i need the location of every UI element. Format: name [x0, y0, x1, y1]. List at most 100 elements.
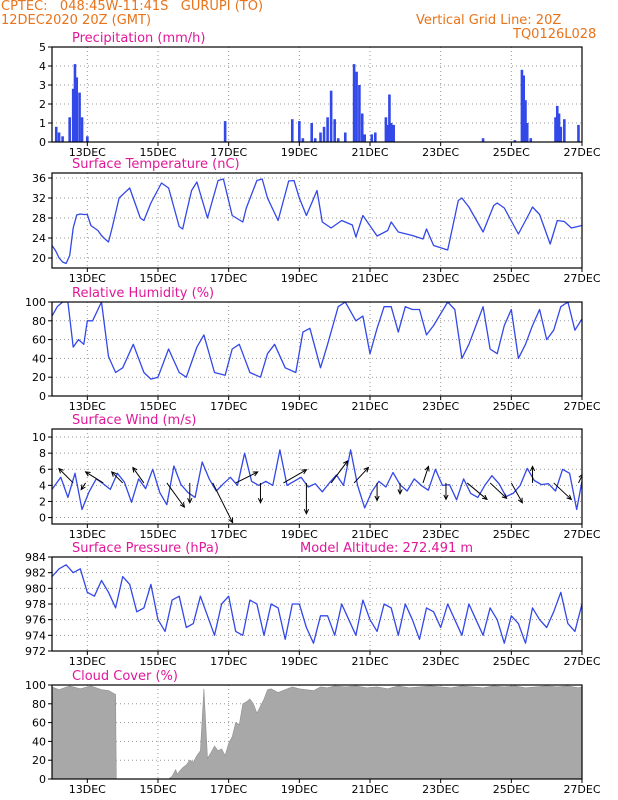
precip-bar [57, 132, 61, 142]
precip-bar [80, 117, 84, 142]
cloud-panel: 0 20 40 60 80 100 13DEC 15DEC 17DEC 19DEC 21DEC 23D… [25, 669, 601, 796]
pressure-xtick-label: 13DEC [69, 655, 106, 668]
wind-ytick-label: 0 [39, 512, 46, 525]
wind-vector [553, 482, 573, 501]
pressure-ytick-label: 974 [25, 629, 46, 642]
wind-arrow-head [228, 517, 234, 524]
wind-arrow-shaft [510, 482, 523, 503]
cloud-title: Cloud Cover (%) [72, 669, 178, 684]
cloud-xtick-label: 21DEC [351, 783, 388, 796]
wind-panel: 0 2 4 6 8 10 13DEC 15DEC 17DEC 19DEC 21DEC 23DEC 25D… [32, 413, 601, 541]
wind-xtick-label: 25DEC [493, 528, 530, 541]
cloud-xtick-label: 13DEC [69, 783, 106, 796]
precipitation-xtick-label: 21DEC [351, 146, 388, 159]
cloud-ytick-label: 40 [32, 735, 46, 748]
cloud-ytick-label: 100 [25, 679, 46, 692]
pressure-ytick-label: 976 [25, 614, 46, 627]
wind-arrow-head [110, 471, 117, 477]
wind-data [52, 449, 582, 524]
wind-arrow-shaft [58, 468, 74, 484]
header-line1: CPTEC: 048:45W-11:41S GURUPI (TO) [1, 0, 264, 14]
pressure-title: Surface Pressure (hPa) [72, 541, 219, 556]
wind-arrow-shaft [80, 482, 86, 490]
precipitation-ytick-label: 1 [39, 117, 46, 130]
precip-bar [554, 117, 557, 142]
wind-vector [330, 459, 349, 484]
humidity-xtick-label: 21DEC [351, 400, 388, 413]
wind-ytick-label: 6 [39, 463, 46, 476]
wind-vector [283, 469, 308, 484]
precip-bar [75, 77, 79, 142]
pressure-ytick-label: 984 [25, 551, 46, 564]
temperature-ytick-label: 36 [32, 172, 46, 185]
wind-arrow-shaft [166, 482, 185, 508]
wind-arrow-shaft [85, 471, 104, 484]
precip-bar [522, 75, 525, 142]
precip-bar [223, 121, 227, 142]
precipitation-ytick-label: 2 [39, 98, 46, 111]
precipitation-data [54, 64, 580, 142]
wind-ytick-label: 2 [39, 495, 46, 508]
precip-bar [481, 138, 485, 142]
pressure-line [52, 564, 582, 644]
precip-bar [298, 121, 301, 142]
precipitation-ytick-label: 3 [39, 79, 46, 92]
wind-ytick-label: 8 [39, 447, 46, 460]
wind-vector [58, 467, 74, 484]
precip-bar [352, 64, 356, 142]
wind-arrow-shaft [283, 469, 307, 484]
precip-bar [363, 134, 366, 142]
wind-arrow-head [529, 465, 536, 472]
temperature-ytick-label: 24 [32, 232, 46, 245]
wind-arrow-head [80, 484, 86, 491]
humidity-xtick-label: 15DEC [139, 400, 176, 413]
precip-bar [557, 113, 561, 142]
temperature-xtick-label: 25DEC [493, 272, 530, 285]
wind-vector [578, 474, 582, 484]
temperature-xtick-label: 15DEC [139, 272, 176, 285]
wind-vector [353, 466, 370, 484]
precipitation-frame [51, 46, 583, 143]
cloud-xtick-label: 25DEC [493, 783, 530, 796]
wind-arrow-shaft [489, 482, 507, 499]
humidity-line [52, 302, 582, 380]
wind-vector [80, 482, 86, 491]
pressure-annotation: Model Altitude: 272.491 m [300, 541, 473, 556]
wind-arrow-shaft [111, 471, 124, 484]
wind-arrow-shaft [212, 482, 234, 523]
wind-frame [51, 428, 583, 525]
humidity-title: Relative Humidity (%) [72, 286, 214, 301]
wind-vector [132, 466, 145, 484]
cloud-data [52, 685, 582, 779]
header-date: 12DEC2020 20Z (GMT) [1, 13, 152, 28]
pressure-xtick-label: 17DEC [210, 655, 247, 668]
wind-arrow-shaft [330, 460, 349, 484]
wind-arrow-head [257, 497, 264, 504]
precipitation-ytick-label: 4 [39, 60, 46, 73]
cloud-xtick-label: 15DEC [139, 783, 176, 796]
precip-bar [54, 126, 58, 142]
wind-vector [257, 482, 264, 504]
temperature-xtick-label: 23DEC [422, 272, 459, 285]
precip-bar [333, 119, 336, 142]
wind-arrow-head [501, 493, 508, 500]
wind-arrow-head [374, 495, 380, 502]
precipitation-ytick-label: 0 [39, 136, 46, 149]
precipitation-xtick-label: 15DEC [139, 146, 176, 159]
wind-vector [443, 482, 449, 501]
precip-bar [322, 126, 326, 142]
precip-bar [336, 138, 340, 142]
humidity-ytick-label: 80 [32, 315, 46, 328]
precip-bar [388, 94, 391, 142]
precip-bar [559, 126, 563, 142]
temperature-xtick-label: 13DEC [69, 272, 106, 285]
wind-vector [489, 482, 508, 500]
precip-bar [290, 119, 294, 142]
precip-bar [525, 123, 529, 142]
pressure-ytick-label: 972 [25, 645, 46, 658]
header-grid-note: Vertical Grid Line: 20Z [416, 13, 562, 28]
wind-vector [235, 471, 259, 484]
wind-arrow-head [301, 469, 308, 475]
pressure-panel: 972 974 976 978 980 982 984 13DEC 15DEC 17DEC 19DE… [25, 541, 601, 668]
